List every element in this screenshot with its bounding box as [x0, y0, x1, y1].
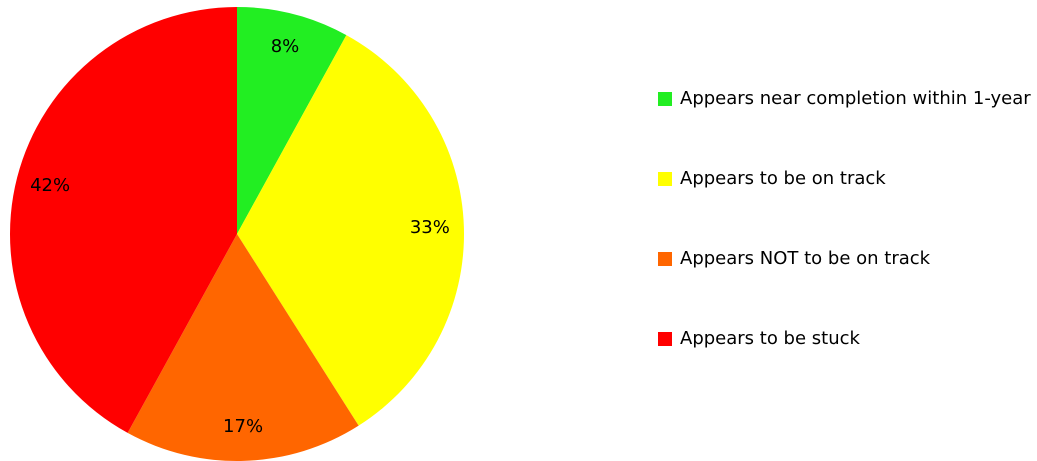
data-label: 17%	[223, 416, 263, 437]
pie-slice	[127, 234, 359, 461]
data-label: 33%	[410, 217, 450, 238]
pie-slice	[10, 7, 237, 433]
legend-item: Appears to be on track	[658, 166, 1033, 246]
legend-swatch	[658, 252, 672, 266]
pie-slice	[237, 35, 464, 426]
data-label: 42%	[30, 175, 70, 196]
legend-swatch	[658, 332, 672, 346]
legend-label: Appears to be stuck	[680, 328, 860, 349]
legend-label: Appears near completion within 1-year	[680, 88, 1031, 109]
legend-label: Appears to be on track	[680, 168, 886, 189]
legend: Appears near completion within 1-year App…	[658, 86, 1033, 406]
legend-item: Appears NOT to be on track	[658, 246, 1033, 326]
legend-swatch	[658, 172, 672, 186]
legend-swatch	[658, 92, 672, 106]
legend-item: Appears near completion within 1-year	[658, 86, 1033, 166]
pie-slice	[237, 7, 347, 234]
legend-item: Appears to be stuck	[658, 326, 1033, 406]
legend-label: Appears NOT to be on track	[680, 248, 931, 269]
data-label: 8%	[271, 36, 300, 57]
